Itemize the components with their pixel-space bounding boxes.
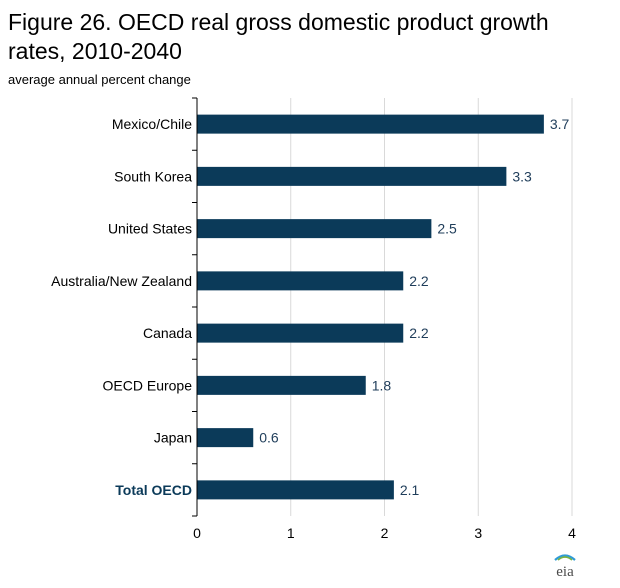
- category-label: Canada: [143, 325, 192, 341]
- chart-title: Figure 26. OECD real gross domestic prod…: [8, 9, 549, 64]
- x-tick-label: 0: [193, 525, 201, 541]
- bar-australia-new-zealand: [197, 271, 404, 291]
- bar-oecd-europe: [197, 375, 366, 395]
- x-tick-label: 4: [568, 525, 576, 541]
- bar-total-oecd: [197, 480, 394, 500]
- labels: 0 1 2 3 4 Mexico/Chile 3.7 South Korea 3.3 United…: [51, 116, 576, 541]
- x-tick-label: 1: [287, 525, 295, 541]
- axes: [192, 97, 198, 517]
- bar-united-states: [197, 219, 432, 239]
- value-label: 3.3: [512, 168, 532, 184]
- category-label: Japan: [154, 430, 192, 446]
- value-label: 3.7: [550, 116, 570, 132]
- bar-south-korea: [197, 166, 507, 186]
- value-label: 2.1: [400, 482, 420, 498]
- value-label: 2.2: [409, 325, 429, 341]
- value-label: 0.6: [259, 430, 279, 446]
- category-label: South Korea: [114, 168, 192, 184]
- eia-logo-text: eia: [556, 564, 574, 579]
- category-label: Total OECD: [115, 482, 192, 498]
- bar-mexico-chile: [197, 114, 544, 134]
- category-label: Mexico/Chile: [112, 116, 192, 132]
- value-label: 2.5: [437, 221, 457, 237]
- x-tick-label: 2: [381, 525, 389, 541]
- value-label: 2.2: [409, 273, 429, 289]
- bars: [197, 114, 544, 500]
- category-label: United States: [108, 221, 192, 237]
- value-label: 1.8: [372, 377, 392, 393]
- category-label: OECD Europe: [103, 377, 193, 393]
- bar-japan: [197, 428, 254, 448]
- eia-logo-icon: eia: [554, 554, 576, 579]
- x-tick-label: 3: [474, 525, 482, 541]
- bar-canada: [197, 323, 404, 343]
- category-label: Australia/New Zealand: [51, 273, 192, 289]
- gridlines: [290, 98, 573, 516]
- chart-subtitle: average annual percent change: [8, 72, 191, 87]
